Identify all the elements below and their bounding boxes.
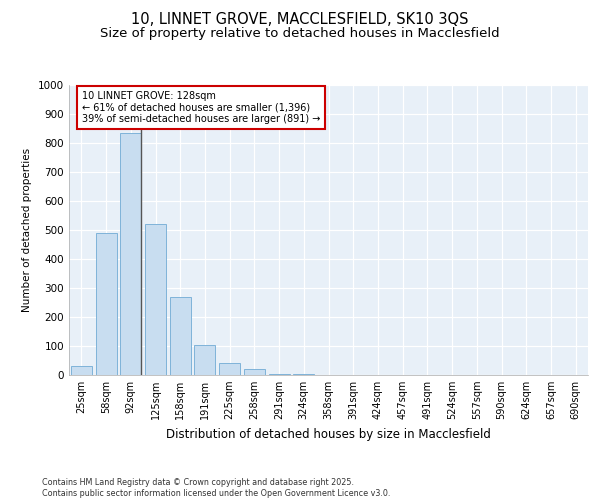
Bar xyxy=(219,364,240,375)
X-axis label: Distribution of detached houses by size in Macclesfield: Distribution of detached houses by size … xyxy=(166,428,491,440)
Bar xyxy=(95,233,116,375)
Text: 10 LINNET GROVE: 128sqm
← 61% of detached houses are smaller (1,396)
39% of semi: 10 LINNET GROVE: 128sqm ← 61% of detache… xyxy=(82,91,320,124)
Bar xyxy=(71,366,92,375)
Text: Contains HM Land Registry data © Crown copyright and database right 2025.
Contai: Contains HM Land Registry data © Crown c… xyxy=(42,478,391,498)
Bar xyxy=(170,296,191,375)
Bar xyxy=(145,224,166,375)
Bar xyxy=(120,133,141,375)
Bar xyxy=(269,374,290,375)
Y-axis label: Number of detached properties: Number of detached properties xyxy=(22,148,32,312)
Text: 10, LINNET GROVE, MACCLESFIELD, SK10 3QS: 10, LINNET GROVE, MACCLESFIELD, SK10 3QS xyxy=(131,12,469,28)
Bar xyxy=(244,369,265,375)
Bar xyxy=(293,374,314,375)
Text: Size of property relative to detached houses in Macclesfield: Size of property relative to detached ho… xyxy=(100,28,500,40)
Bar xyxy=(194,344,215,375)
